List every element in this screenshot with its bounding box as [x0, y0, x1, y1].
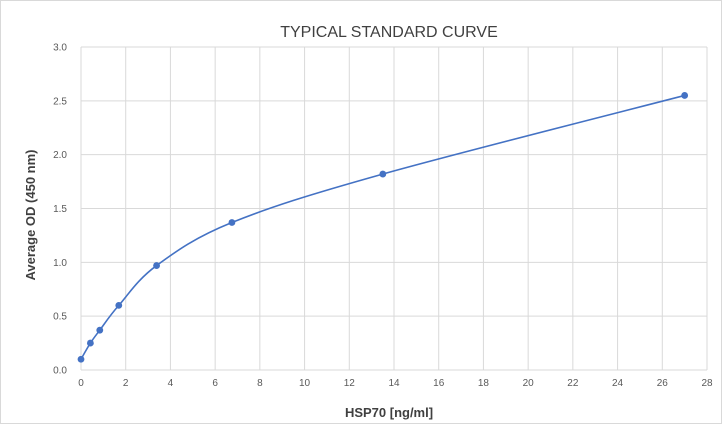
y-tick-label: 0.0	[53, 366, 67, 377]
y-tick-label: 1.0	[53, 258, 67, 269]
data-point	[96, 326, 104, 334]
x-tick-label: 8	[257, 378, 263, 389]
x-tick-label: 6	[212, 378, 218, 389]
x-tick-label: 18	[478, 378, 490, 389]
points-layer	[77, 92, 689, 363]
y-tick-label: 1.5	[53, 204, 67, 215]
chart-title: TYPICAL STANDARD CURVE	[280, 24, 498, 41]
data-point	[379, 170, 387, 178]
data-point	[228, 219, 236, 226]
y-tick-label: 3.0	[53, 43, 67, 54]
data-point	[681, 92, 689, 99]
x-tick-label: 10	[299, 378, 311, 389]
x-axis-label: HSP70 [ng/ml]	[345, 405, 433, 420]
grid-layer	[80, 46, 708, 371]
y-tick-label: 2.5	[53, 96, 67, 107]
y-axis-label: Average OD (450 nm)	[23, 149, 38, 280]
x-tick-label: 12	[344, 378, 356, 389]
x-tick-label: 16	[433, 378, 445, 389]
x-tick-label: 4	[168, 378, 174, 389]
data-point	[77, 355, 85, 363]
x-tick-label: 20	[523, 378, 535, 389]
x-tick-label: 14	[388, 378, 400, 389]
data-point	[86, 339, 94, 347]
x-tick-label: 2	[123, 378, 129, 389]
x-tick-label: 24	[612, 378, 624, 389]
curve-layer	[80, 94, 685, 360]
y-tick-label: 0.5	[53, 312, 67, 323]
x-tick-label: 26	[657, 378, 669, 389]
x-tick-label: 0	[78, 378, 84, 389]
tick-layer: 0 2 4 6 8 10 12 14 16 18 20 22 24 26 280.00.51.01.52.0…	[53, 43, 713, 390]
x-tick-label: 28	[701, 378, 713, 389]
x-tick-label: 22	[567, 378, 579, 389]
data-point	[115, 302, 123, 309]
y-tick-label: 2.0	[53, 150, 67, 161]
data-point	[153, 262, 160, 269]
series-curve	[80, 94, 685, 360]
